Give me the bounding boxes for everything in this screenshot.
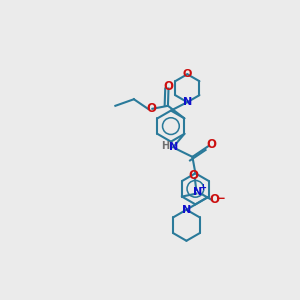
Text: +: + <box>200 182 206 191</box>
Text: H: H <box>161 141 169 152</box>
Text: O: O <box>188 169 198 182</box>
Text: N: N <box>193 187 203 197</box>
Text: −: − <box>216 192 226 205</box>
Text: O: O <box>206 138 216 151</box>
Text: O: O <box>210 193 220 206</box>
Text: N: N <box>182 205 191 215</box>
Text: N: N <box>183 97 192 107</box>
Text: N: N <box>169 142 178 152</box>
Text: O: O <box>164 80 173 93</box>
Text: O: O <box>183 69 192 79</box>
Text: O: O <box>146 102 156 115</box>
